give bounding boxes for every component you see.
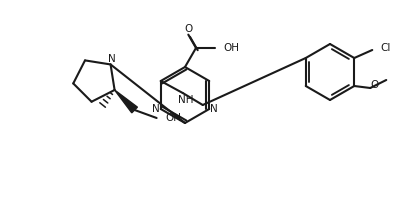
Text: OH: OH: [166, 113, 181, 123]
Text: N: N: [108, 54, 115, 64]
Text: O: O: [184, 24, 192, 34]
Text: O: O: [370, 80, 378, 90]
Polygon shape: [115, 90, 138, 113]
Text: OH: OH: [224, 43, 240, 53]
Text: NH: NH: [178, 95, 194, 105]
Text: Cl: Cl: [380, 43, 391, 53]
Text: N: N: [152, 104, 160, 114]
Text: N: N: [210, 104, 218, 114]
